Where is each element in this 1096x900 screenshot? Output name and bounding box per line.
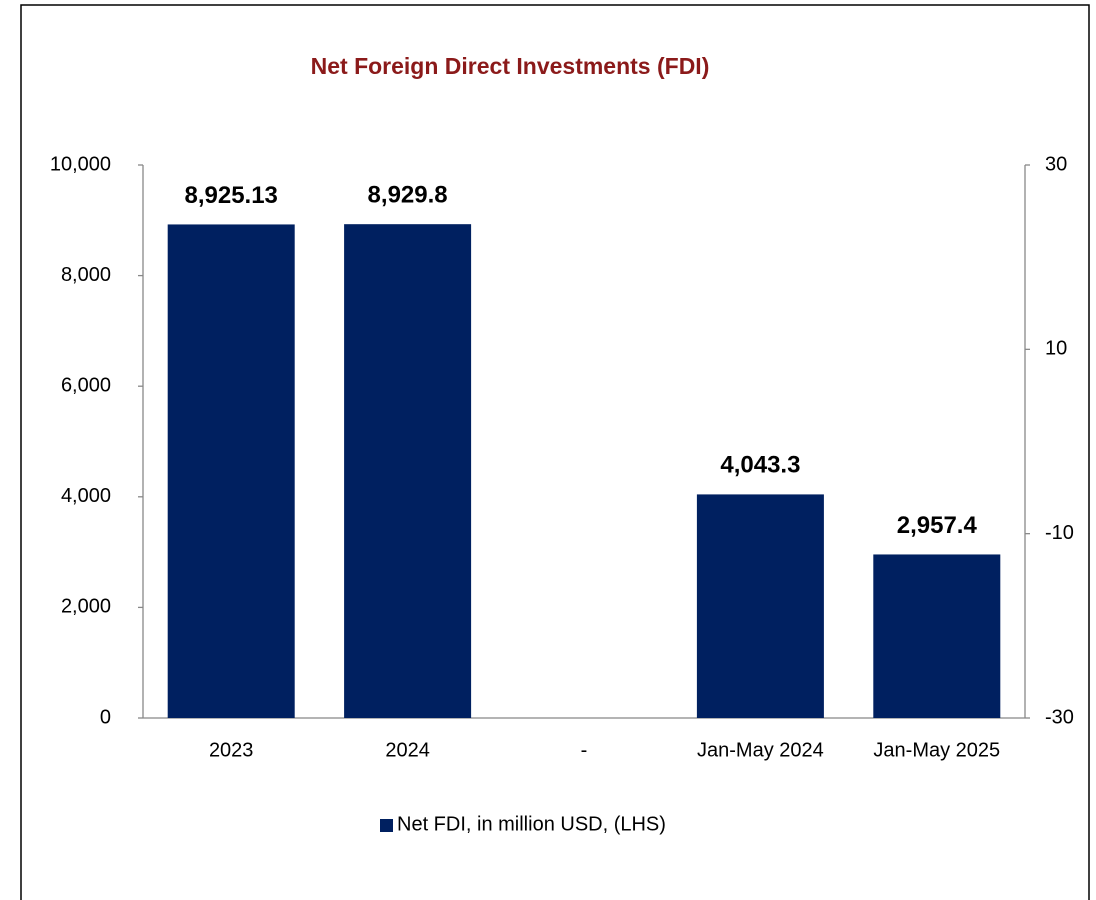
value-label: 8,929.8 [368,182,448,209]
legend-label: Net FDI, in million USD, (LHS) [397,813,666,835]
x-tick-label: Jan-May 2025 [873,739,1000,761]
bar [873,554,1001,718]
legend-swatch [380,819,393,832]
y-tick-label: 4,000 [61,485,111,507]
y-tick-label: 0 [100,706,111,728]
x-tick-label: Jan-May 2024 [697,739,824,761]
y-tick-label: 2,000 [61,596,111,618]
y-tick-label: 10,000 [50,153,111,175]
y2-tick-label: -10 [1045,522,1074,544]
value-label: 2,957.4 [897,512,978,539]
chart-title: Net Foreign Direct Investments (FDI) [311,53,710,79]
y2-tick-label: 30 [1045,153,1067,175]
bar [696,494,824,718]
frame [20,4,1090,900]
y-tick-label: 8,000 [61,264,111,286]
value-label: 8,925.13 [184,182,277,209]
value-label: 4,043.3 [720,452,800,479]
bar [167,224,295,718]
x-tick-label: 2024 [385,739,430,761]
x-tick-label: 2023 [209,739,254,761]
y2-tick-label: -30 [1045,706,1074,728]
y-tick-label: 6,000 [61,374,111,396]
bar [344,224,472,718]
y2-tick-label: 10 [1045,338,1067,360]
x-tick-label: - [581,739,588,761]
